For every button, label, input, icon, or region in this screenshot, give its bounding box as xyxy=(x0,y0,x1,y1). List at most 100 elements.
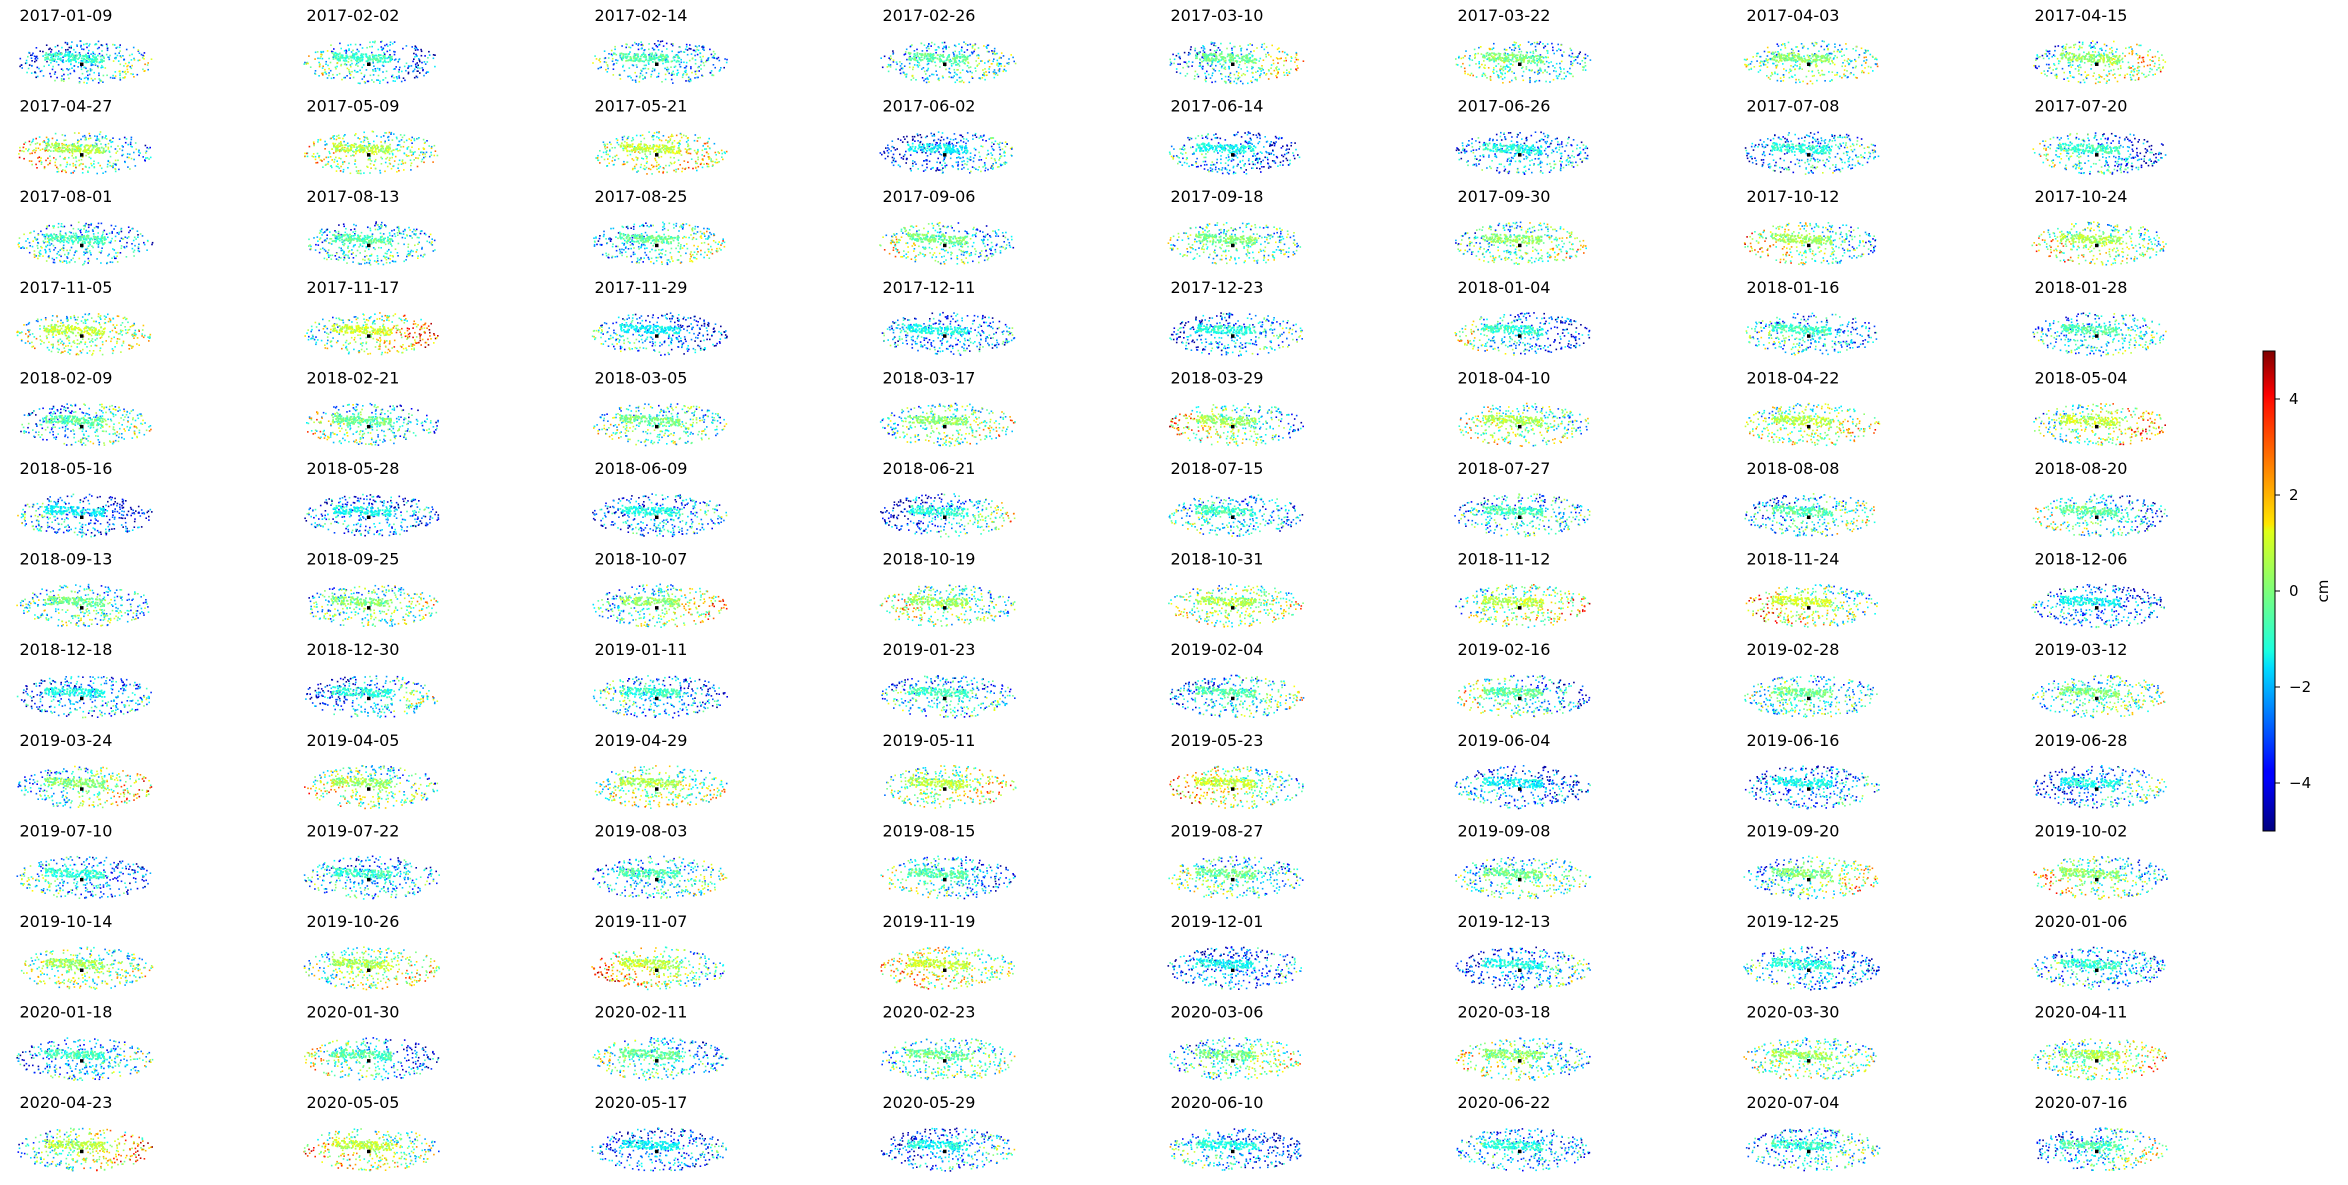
data-point xyxy=(23,150,25,153)
data-point xyxy=(373,41,376,44)
data-point xyxy=(55,61,58,63)
data-point xyxy=(642,158,645,160)
data-point xyxy=(1234,45,1236,48)
data-point xyxy=(354,159,357,161)
data-point xyxy=(1574,59,1577,61)
data-point xyxy=(938,55,941,58)
data-point xyxy=(658,163,660,166)
data-point xyxy=(1261,67,1264,70)
data-point xyxy=(34,143,37,145)
data-point xyxy=(1219,49,1221,51)
data-point xyxy=(142,156,144,158)
data-point xyxy=(1493,53,1496,56)
data-point xyxy=(2153,65,2156,68)
data-point xyxy=(1767,76,1770,79)
data-point xyxy=(1189,48,1192,51)
data-point xyxy=(927,45,929,48)
data-point xyxy=(985,71,987,73)
data-point xyxy=(97,147,99,149)
data-point xyxy=(37,147,40,150)
data-point xyxy=(1843,73,1845,76)
data-point xyxy=(1246,48,1248,51)
data-point xyxy=(91,148,94,151)
data-point xyxy=(332,136,334,138)
data-point xyxy=(396,77,398,80)
data-point xyxy=(1793,58,1796,61)
data-point xyxy=(1169,61,1172,63)
data-point xyxy=(641,70,643,72)
data-point xyxy=(2061,46,2063,48)
data-point xyxy=(2118,74,2121,77)
data-point xyxy=(2108,65,2111,68)
data-point xyxy=(1745,65,1748,68)
data-point xyxy=(108,161,111,164)
data-point xyxy=(380,150,382,152)
data-point xyxy=(53,54,56,57)
data-point xyxy=(2061,54,2063,57)
data-point xyxy=(331,52,334,54)
data-point xyxy=(1799,67,1801,70)
data-point xyxy=(25,62,28,64)
data-point xyxy=(975,70,977,72)
data-point xyxy=(29,143,32,146)
data-point xyxy=(100,44,103,46)
data-point xyxy=(350,51,353,53)
data-point xyxy=(23,157,25,160)
data-point xyxy=(1204,79,1207,81)
data-point xyxy=(626,137,629,140)
data-point xyxy=(1240,68,1242,70)
data-point xyxy=(1222,64,1225,66)
data-point xyxy=(923,57,926,60)
data-point xyxy=(2134,79,2137,81)
data-point xyxy=(1539,68,1542,71)
data-point xyxy=(428,50,430,53)
data-point xyxy=(38,136,41,138)
data-point xyxy=(426,61,429,63)
data-point xyxy=(361,145,364,147)
data-point xyxy=(1822,73,1824,76)
data-point xyxy=(395,76,398,78)
data-point xyxy=(647,62,650,64)
data-point xyxy=(888,57,890,59)
panel-date-title: 2017-02-14 xyxy=(595,6,688,25)
data-point xyxy=(123,77,126,79)
data-point xyxy=(1244,74,1246,76)
data-point xyxy=(399,149,401,152)
data-point xyxy=(2130,71,2133,73)
data-point xyxy=(106,166,109,168)
data-point xyxy=(1836,74,1838,76)
data-point xyxy=(662,135,665,137)
data-point xyxy=(953,75,955,77)
data-point xyxy=(387,136,389,139)
data-point xyxy=(1804,58,1807,61)
data-point xyxy=(1824,60,1827,63)
data-point xyxy=(710,53,713,56)
data-point xyxy=(1872,70,1874,72)
data-point xyxy=(1764,63,1767,66)
data-point xyxy=(611,60,614,62)
data-point xyxy=(337,163,339,165)
data-point xyxy=(325,156,328,159)
data-point xyxy=(1807,70,1810,72)
data-point xyxy=(328,67,330,70)
data-point xyxy=(119,44,121,46)
data-point xyxy=(2148,70,2151,73)
data-point xyxy=(144,70,146,72)
data-point xyxy=(1460,65,1463,68)
data-point xyxy=(377,79,380,81)
data-point xyxy=(1863,56,1866,59)
data-point xyxy=(398,77,401,79)
data-point xyxy=(355,143,357,146)
data-point xyxy=(673,157,675,159)
map-panel: 2017-05-09 xyxy=(304,97,439,175)
data-point xyxy=(119,148,121,150)
data-point xyxy=(1502,82,1504,84)
data-point xyxy=(2142,56,2145,59)
data-point xyxy=(403,141,406,143)
data-point xyxy=(685,80,687,82)
data-point xyxy=(84,58,87,61)
data-point xyxy=(411,142,413,144)
data-point xyxy=(1566,70,1569,73)
data-point xyxy=(1196,73,1199,76)
data-point xyxy=(391,156,393,159)
